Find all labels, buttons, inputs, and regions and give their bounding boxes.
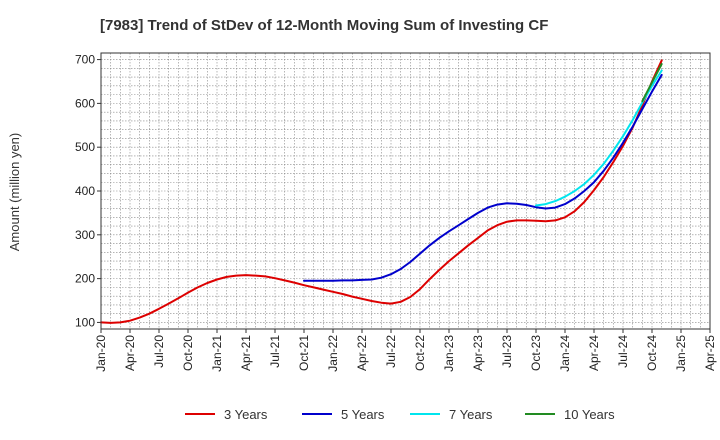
series-lines — [100, 59, 663, 324]
x-tick-label: Jul-23 — [500, 335, 514, 368]
grid — [101, 53, 710, 329]
y-ticks: 100 200 300 400 500 600 700 — [75, 53, 101, 329]
x-tick-label: Oct-23 — [529, 335, 543, 371]
x-tick-label: Apr-21 — [239, 335, 253, 371]
legend-label: 3 Years — [224, 407, 268, 422]
x-tick-label: Oct-24 — [645, 335, 659, 371]
y-tick-label: 100 — [75, 315, 95, 329]
x-tick-label: Apr-25 — [703, 335, 717, 371]
legend-label: 10 Years — [564, 407, 615, 422]
x-tick-label: Jul-21 — [268, 335, 282, 368]
x-tick-label: Jul-22 — [384, 335, 398, 368]
y-tick-label: 400 — [75, 184, 95, 198]
y-tick-label: 200 — [75, 272, 95, 286]
x-tick-label: Oct-20 — [181, 335, 195, 371]
y-tick-label: 300 — [75, 228, 95, 242]
x-tick-label: Oct-21 — [297, 335, 311, 371]
y-tick-label: 500 — [75, 140, 95, 154]
x-tick-label: Jan-20 — [94, 335, 108, 372]
x-tick-label: Apr-24 — [587, 335, 601, 371]
series-line-10-years — [641, 63, 663, 103]
x-ticks: Jan-20 Apr-20 Jul-20 Oct-20 Jan-21 Apr-21 Jul-… — [94, 329, 717, 372]
x-tick-label: Apr-23 — [471, 335, 485, 371]
plot-frame — [100, 52, 711, 330]
chart-title: [7983] Trend of StDev of 12-Month Moving… — [100, 17, 548, 34]
legend-label: 7 Years — [449, 407, 493, 422]
x-tick-label: Jan-21 — [210, 335, 224, 372]
x-tick-label: Oct-22 — [413, 335, 427, 371]
y-axis-label: Amount (million yen) — [7, 133, 22, 252]
x-tick-label: Apr-22 — [355, 335, 369, 371]
x-tick-label: Jan-25 — [674, 335, 688, 372]
x-tick-label: Jul-20 — [152, 335, 166, 368]
legend: 3 Years 5 Years 7 Years 10 Years — [185, 407, 615, 422]
x-tick-label: Jul-24 — [616, 335, 630, 368]
x-tick-label: Jan-22 — [326, 335, 340, 372]
series-line-5-years — [303, 73, 663, 282]
y-tick-label: 600 — [75, 96, 95, 110]
x-tick-label: Jan-24 — [558, 335, 572, 372]
series-line-3-years — [100, 59, 663, 324]
series-line-7-years — [535, 69, 663, 207]
y-tick-label: 700 — [75, 53, 95, 67]
x-tick-label: Apr-20 — [123, 335, 137, 371]
legend-label: 5 Years — [341, 407, 385, 422]
x-tick-label: Jan-23 — [442, 335, 456, 372]
